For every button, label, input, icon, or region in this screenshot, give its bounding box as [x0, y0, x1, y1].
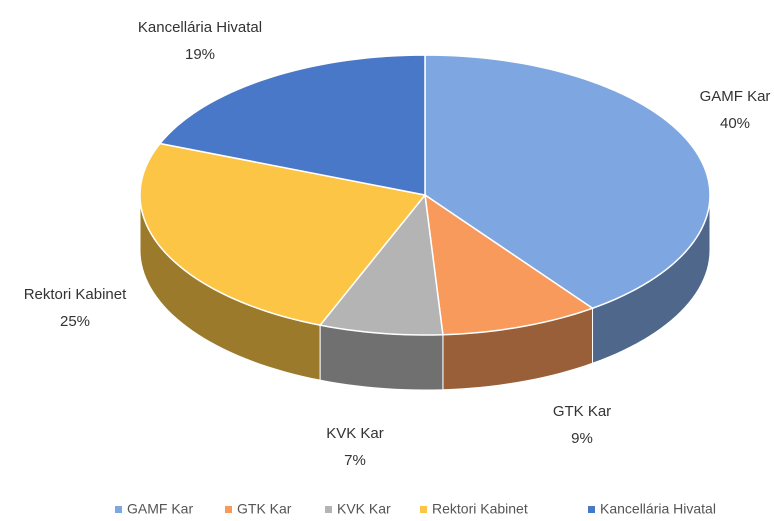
- data-label-name: Kancellária Hivatal: [138, 19, 262, 36]
- legend-swatch: [420, 506, 427, 513]
- data-label-name: Rektori Kabinet: [24, 286, 127, 303]
- data-label-value: 40%: [720, 115, 750, 132]
- legend-label: Rektori Kabinet: [432, 501, 528, 517]
- data-label-name: GAMF Kar: [700, 88, 771, 105]
- legend-label: Kancellária Hivatal: [600, 501, 716, 517]
- legend-label: GAMF Kar: [127, 501, 193, 517]
- data-label-name: GTK Kar: [553, 403, 611, 420]
- slice: [424, 193, 595, 336]
- slice: [158, 54, 426, 196]
- legend-swatch: [115, 506, 122, 513]
- legend-label: GTK Kar: [237, 501, 292, 517]
- data-label-name: KVK Kar: [326, 425, 384, 442]
- slice: [139, 142, 427, 326]
- legend-swatch: [225, 506, 232, 513]
- slice: [318, 193, 444, 336]
- legend-swatch: [588, 506, 595, 513]
- slice: [424, 54, 711, 310]
- data-label-value: 7%: [344, 452, 366, 469]
- legend-swatch: [325, 506, 332, 513]
- data-label-value: 9%: [571, 430, 593, 447]
- data-label-value: 25%: [60, 313, 90, 330]
- legend-label: KVK Kar: [337, 501, 391, 517]
- data-label-value: 19%: [185, 46, 215, 63]
